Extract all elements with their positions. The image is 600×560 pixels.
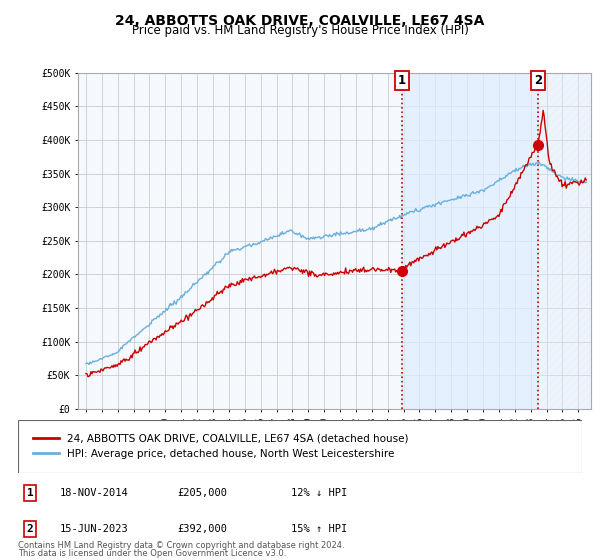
Text: 1: 1 [26,488,34,498]
Text: £392,000: £392,000 [177,524,227,534]
Legend: 24, ABBOTTS OAK DRIVE, COALVILLE, LE67 4SA (detached house), HPI: Average price,: 24, ABBOTTS OAK DRIVE, COALVILLE, LE67 4… [29,430,413,464]
Text: Price paid vs. HM Land Registry's House Price Index (HPI): Price paid vs. HM Land Registry's House … [131,24,469,36]
Text: £205,000: £205,000 [177,488,227,498]
Text: This data is licensed under the Open Government Licence v3.0.: This data is licensed under the Open Gov… [18,549,286,558]
Text: 18-NOV-2014: 18-NOV-2014 [60,488,129,498]
Text: 2: 2 [534,74,542,87]
Text: 24, ABBOTTS OAK DRIVE, COALVILLE, LE67 4SA: 24, ABBOTTS OAK DRIVE, COALVILLE, LE67 4… [115,14,485,28]
Bar [538,73,591,409]
FancyBboxPatch shape [18,420,582,473]
Text: 12% ↓ HPI: 12% ↓ HPI [291,488,347,498]
Text: 2: 2 [26,524,34,534]
Text: 1: 1 [398,74,406,87]
Text: 15-JUN-2023: 15-JUN-2023 [60,524,129,534]
Text: 15% ↑ HPI: 15% ↑ HPI [291,524,347,534]
Bar [401,73,538,409]
Text: Contains HM Land Registry data © Crown copyright and database right 2024.: Contains HM Land Registry data © Crown c… [18,541,344,550]
